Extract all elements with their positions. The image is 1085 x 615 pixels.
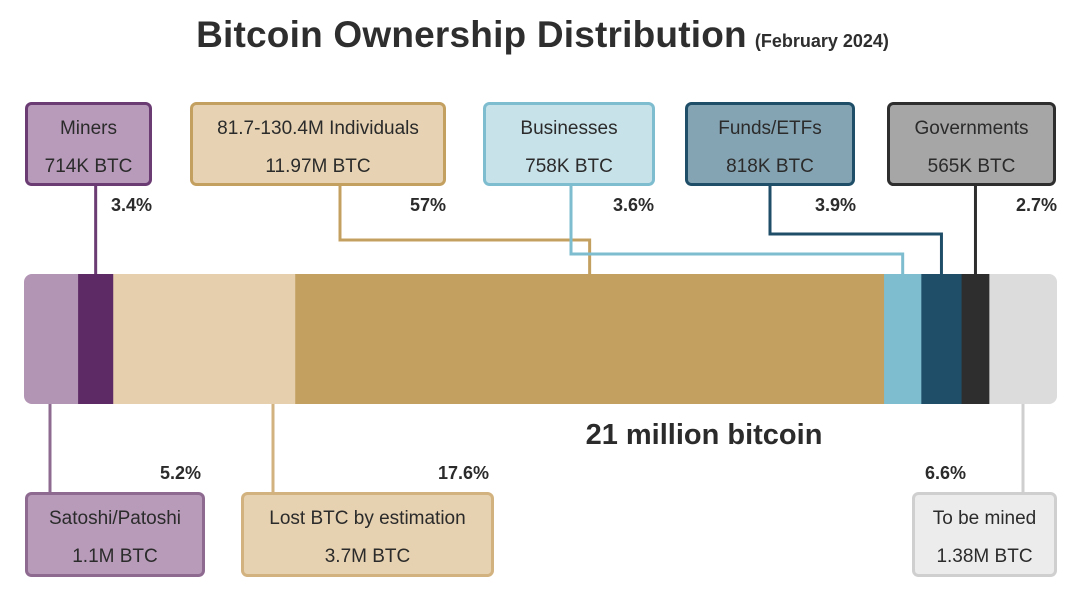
callout-name-businesses: Businesses bbox=[520, 118, 617, 139]
callout-box-funds-etfs bbox=[685, 102, 855, 186]
callout-box-81-7-130-4m-individuals bbox=[190, 102, 446, 186]
bar-segments bbox=[24, 274, 1057, 404]
percent-label-funds-etfs: 3.9% bbox=[815, 195, 856, 215]
connector-81-7-130-4m-individuals bbox=[338, 186, 592, 274]
bar-segment-businesses bbox=[884, 274, 922, 404]
callout-box-miners bbox=[25, 102, 152, 186]
callout-name-satoshi-patoshi: Satoshi/Patoshi bbox=[49, 508, 181, 529]
callout-name-lost-btc-by-estimation: Lost BTC by estimation bbox=[269, 508, 465, 529]
callout-amount-miners: 714K BTC bbox=[45, 156, 133, 177]
callout-amount-businesses: 758K BTC bbox=[525, 156, 613, 177]
percent-label-81-7-130-4m-individuals: 57% bbox=[410, 195, 446, 215]
callout-box-lost-btc-by-estimation bbox=[241, 492, 494, 577]
callout-name-governments: Governments bbox=[914, 118, 1028, 139]
percent-label-lost-btc-by-estimation: 17.6% bbox=[438, 463, 489, 483]
callout-amount-satoshi-patoshi: 1.1M BTC bbox=[72, 546, 158, 567]
bar-segment-funds-etfs bbox=[921, 274, 963, 404]
callout-amount-governments: 565K BTC bbox=[928, 156, 1016, 177]
bar-segment-satoshi-patoshi bbox=[24, 274, 79, 404]
callout-name-81-7-130-4m-individuals: 81.7-130.4M Individuals bbox=[217, 118, 419, 139]
callout-box-governments bbox=[887, 102, 1056, 186]
bar-segment-lost-btc-by-estimation bbox=[113, 274, 296, 404]
percent-label-miners: 3.4% bbox=[111, 195, 152, 215]
callout-amount-to-be-mined: 1.38M BTC bbox=[936, 546, 1032, 567]
percent-label-governments: 2.7% bbox=[1016, 195, 1057, 215]
callout-amount-funds-etfs: 818K BTC bbox=[726, 156, 814, 177]
callout-amount-81-7-130-4m-individuals: 11.97M BTC bbox=[265, 156, 370, 177]
percent-label-businesses: 3.6% bbox=[613, 195, 654, 215]
bar-segment-governments bbox=[961, 274, 990, 404]
callout-name-miners: Miners bbox=[60, 118, 117, 139]
percent-label-satoshi-patoshi: 5.2% bbox=[160, 463, 201, 483]
callout-name-funds-etfs: Funds/ETFs bbox=[718, 118, 821, 139]
callout-box-to-be-mined bbox=[912, 492, 1057, 577]
bar-segment-81-7-130-4m-individuals bbox=[295, 274, 885, 404]
callout-name-to-be-mined: To be mined bbox=[933, 508, 1037, 529]
total-label: 21 million bitcoin bbox=[586, 419, 823, 451]
bar-segment-miners bbox=[78, 274, 114, 404]
connector-businesses bbox=[569, 186, 905, 274]
bar-segment-to-be-mined bbox=[989, 274, 1057, 404]
chart-title-row: Bitcoin Ownership Distribution (February … bbox=[0, 14, 1085, 56]
callout-box-businesses bbox=[483, 102, 655, 186]
chart-subtitle: (February 2024) bbox=[754, 31, 889, 51]
callout-box-satoshi-patoshi bbox=[25, 492, 205, 577]
chart-title: Bitcoin Ownership Distribution bbox=[196, 14, 747, 55]
percent-label-to-be-mined: 6.6% bbox=[925, 463, 966, 483]
callout-amount-lost-btc-by-estimation: 3.7M BTC bbox=[325, 546, 411, 567]
connector-funds-etfs bbox=[768, 186, 943, 274]
